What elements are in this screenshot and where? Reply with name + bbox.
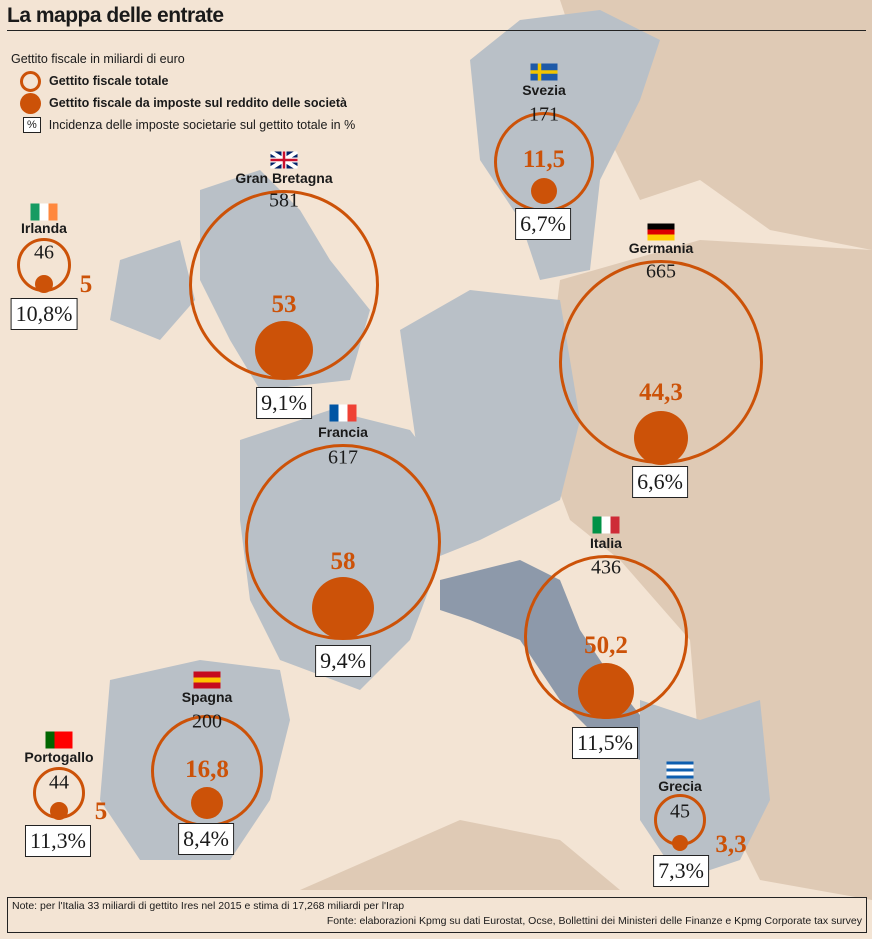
legend-corporate-label: Gettito fiscale da imposte sul reddito d… bbox=[49, 96, 347, 110]
corporate-share-box: 7,3% bbox=[653, 855, 709, 887]
greece-flag-icon bbox=[666, 761, 694, 779]
corporate-tax-dot bbox=[255, 321, 313, 379]
total-revenue-value: 581 bbox=[269, 189, 299, 212]
legend: Gettito fiscale in miliardi di euro Gett… bbox=[11, 52, 355, 136]
footer: Note: per l'Italia 33 miliardi di gettit… bbox=[7, 897, 867, 933]
corporate-tax-dot bbox=[50, 802, 68, 820]
corporate-tax-dot bbox=[578, 663, 634, 719]
corporate-tax-value: 44,3 bbox=[639, 379, 683, 406]
corporate-share-box: 6,6% bbox=[632, 466, 688, 498]
corporate-tax-value: 5 bbox=[79, 271, 93, 298]
germany-flag-icon bbox=[647, 223, 675, 241]
corporate-tax-value: 58 bbox=[330, 548, 356, 575]
title-divider bbox=[7, 30, 866, 31]
corporate-tax-dot bbox=[312, 577, 374, 639]
corporate-tax-value: 3,3 bbox=[715, 831, 747, 858]
legend-total: Gettito fiscale totale bbox=[11, 70, 355, 92]
corporate-tax-value: 53 bbox=[271, 291, 297, 318]
land-central bbox=[400, 290, 580, 560]
country-name: Grecia bbox=[658, 778, 702, 794]
corporate-tax-value: 11,5 bbox=[522, 146, 566, 173]
france-flag-icon bbox=[329, 404, 357, 422]
country-name: Italia bbox=[590, 535, 622, 551]
corporate-share-box: 11,3% bbox=[24, 825, 92, 857]
sweden-flag-icon bbox=[530, 63, 558, 81]
corporate-share-box: 9,4% bbox=[315, 645, 371, 677]
total-revenue-value: 171 bbox=[529, 103, 559, 126]
country-name: Portogallo bbox=[24, 749, 94, 765]
legend-total-label: Gettito fiscale totale bbox=[49, 74, 169, 88]
corporate-share-box: 10,8% bbox=[10, 298, 78, 330]
corporate-tax-dot bbox=[191, 787, 223, 819]
spain-flag-icon bbox=[193, 671, 221, 689]
total-revenue-value: 44 bbox=[49, 771, 69, 794]
land-africa bbox=[300, 820, 620, 890]
corporate-tax-dot bbox=[634, 411, 688, 465]
land-ireland bbox=[110, 240, 195, 340]
uk-flag-icon bbox=[270, 151, 298, 169]
ring-icon bbox=[20, 70, 41, 92]
legend-pct: % Incidenza delle imposte societarie sul … bbox=[11, 114, 355, 136]
footer-note: Note: per l'Italia 33 miliardi di gettit… bbox=[12, 900, 405, 912]
footer-source: Fonte: elaborazioni Kpmg su dati Eurosta… bbox=[326, 915, 862, 927]
total-revenue-value: 46 bbox=[34, 241, 54, 264]
corporate-tax-value: 50,2 bbox=[584, 632, 628, 659]
page-title: La mappa delle entrate bbox=[7, 4, 224, 27]
country-name: Spagna bbox=[181, 689, 233, 705]
total-revenue-value: 617 bbox=[328, 446, 358, 469]
legend-pct-label: Incidenza delle imposte societarie sul g… bbox=[48, 118, 356, 132]
percent-box-icon: % bbox=[23, 117, 41, 133]
legend-heading: Gettito fiscale in miliardi di euro bbox=[11, 52, 185, 66]
total-revenue-value: 45 bbox=[670, 800, 690, 823]
corporate-share-box: 6,7% bbox=[515, 208, 571, 240]
total-revenue-value: 665 bbox=[646, 260, 676, 283]
corporate-tax-dot bbox=[35, 275, 53, 293]
country-name: Gran Bretagna bbox=[235, 170, 333, 186]
country-name: Svezia bbox=[522, 82, 566, 98]
corporate-share-box: 9,1% bbox=[256, 387, 312, 419]
portugal-flag-icon bbox=[45, 731, 73, 749]
country-name: Francia bbox=[318, 424, 368, 440]
corporate-tax-dot bbox=[672, 835, 688, 851]
country-name: Germania bbox=[628, 240, 694, 256]
corporate-tax-dot bbox=[531, 178, 557, 204]
total-revenue-value: 200 bbox=[192, 710, 222, 733]
country-name: Irlanda bbox=[21, 220, 67, 236]
corporate-tax-value: 16,8 bbox=[185, 756, 229, 783]
legend-corporate: Gettito fiscale da imposte sul reddito d… bbox=[11, 92, 355, 114]
dot-icon bbox=[20, 92, 41, 114]
corporate-share-box: 11,5% bbox=[571, 727, 639, 759]
total-revenue-value: 436 bbox=[591, 556, 621, 579]
italy-flag-icon bbox=[592, 516, 620, 534]
corporate-tax-value: 5 bbox=[94, 798, 108, 825]
ireland-flag-icon bbox=[30, 203, 58, 221]
corporate-share-box: 8,4% bbox=[178, 823, 234, 855]
